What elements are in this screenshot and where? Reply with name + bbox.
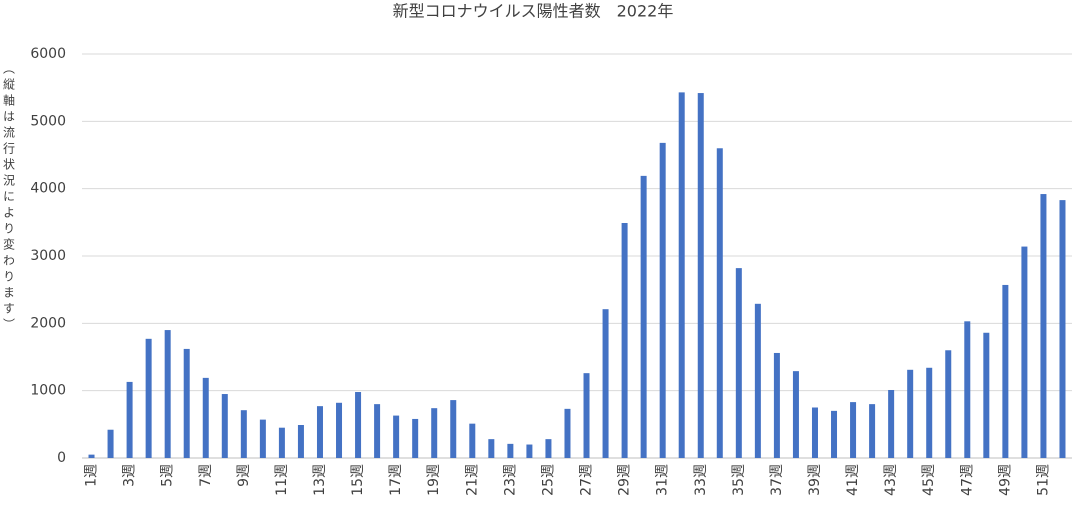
bar bbox=[488, 439, 495, 458]
bar bbox=[564, 408, 571, 458]
bar bbox=[621, 223, 628, 458]
x-tick-label: 49週 bbox=[997, 464, 1013, 496]
bar bbox=[697, 93, 704, 458]
x-tick-label: 3週 bbox=[122, 464, 138, 487]
x-tick-label: 7週 bbox=[198, 464, 214, 487]
x-tick-label: 33週 bbox=[693, 464, 709, 496]
y-axis-label: （縦軸は流行状況により変わります） bbox=[2, 62, 16, 334]
bar bbox=[792, 371, 799, 458]
bar bbox=[240, 410, 247, 458]
x-tick-label: 43週 bbox=[883, 464, 899, 496]
bar bbox=[869, 404, 876, 458]
bar bbox=[526, 444, 533, 458]
x-tick-label: 29週 bbox=[617, 464, 633, 496]
bar bbox=[336, 402, 343, 458]
bar bbox=[183, 348, 190, 458]
y-tick-label: 3000 bbox=[30, 248, 66, 264]
bar bbox=[659, 142, 666, 458]
x-tick-label: 37週 bbox=[769, 464, 785, 496]
bar bbox=[88, 454, 95, 458]
bar bbox=[602, 309, 609, 458]
bar bbox=[393, 415, 400, 458]
x-tick-label: 25週 bbox=[540, 464, 556, 496]
bar bbox=[1040, 194, 1047, 458]
bar bbox=[202, 377, 209, 458]
bar bbox=[145, 338, 152, 458]
bar bbox=[107, 429, 114, 458]
x-tick-label: 5週 bbox=[160, 464, 176, 487]
bar bbox=[945, 350, 952, 458]
bar bbox=[164, 330, 171, 458]
bar bbox=[221, 394, 228, 458]
x-tick-label: 35週 bbox=[731, 464, 747, 496]
bar bbox=[1021, 246, 1028, 458]
y-tick-label: 5000 bbox=[30, 113, 66, 129]
bar bbox=[1002, 284, 1009, 458]
bar bbox=[259, 419, 266, 458]
bar bbox=[469, 423, 476, 458]
bar bbox=[1059, 200, 1066, 458]
y-tick-label: 1000 bbox=[30, 383, 66, 399]
x-tick-label: 19週 bbox=[426, 464, 442, 496]
bar bbox=[811, 407, 818, 458]
bar bbox=[831, 410, 838, 458]
y-tick-label: 6000 bbox=[30, 46, 66, 62]
bar bbox=[640, 175, 647, 458]
bar bbox=[297, 425, 304, 458]
x-tick-label: 51週 bbox=[1035, 464, 1051, 496]
x-tick-label: 17週 bbox=[388, 464, 404, 496]
x-tick-label: 31週 bbox=[655, 464, 671, 496]
x-tick-label: 27週 bbox=[579, 464, 595, 496]
bar bbox=[126, 381, 133, 458]
bar bbox=[507, 443, 514, 458]
x-tick-label: 13週 bbox=[312, 464, 328, 496]
bar bbox=[316, 406, 323, 458]
bar bbox=[678, 92, 685, 458]
x-tick-label: 9週 bbox=[236, 464, 252, 487]
bar bbox=[545, 439, 552, 458]
bar bbox=[735, 268, 742, 458]
bar bbox=[964, 321, 971, 458]
x-tick-label: 1週 bbox=[84, 464, 100, 487]
bar bbox=[374, 404, 381, 458]
x-tick-label: 41週 bbox=[845, 464, 861, 496]
x-tick-label: 23週 bbox=[502, 464, 518, 496]
bar bbox=[412, 418, 419, 458]
x-tick-label: 15週 bbox=[350, 464, 366, 496]
bar bbox=[355, 392, 362, 458]
bar bbox=[926, 367, 933, 458]
bar bbox=[983, 332, 990, 458]
y-tick-label: 0 bbox=[57, 450, 66, 466]
bar bbox=[583, 373, 590, 458]
bar bbox=[888, 389, 895, 458]
bar bbox=[850, 402, 857, 458]
bar bbox=[716, 148, 723, 458]
x-tick-label: 21週 bbox=[464, 464, 480, 496]
bar bbox=[278, 427, 285, 458]
x-tick-label: 47週 bbox=[959, 464, 975, 496]
bar bbox=[431, 408, 438, 458]
bar bbox=[754, 303, 761, 458]
x-tick-label: 11週 bbox=[274, 464, 290, 496]
chart-title: 新型コロナウイルス陽性者数 2022年 bbox=[393, 2, 674, 21]
bar bbox=[907, 369, 914, 458]
y-tick-label: 2000 bbox=[30, 315, 66, 331]
y-tick-label: 4000 bbox=[30, 181, 66, 197]
bar bbox=[773, 352, 780, 458]
x-tick-label: 39週 bbox=[807, 464, 823, 496]
bar bbox=[450, 400, 457, 458]
x-tick-label: 45週 bbox=[921, 464, 937, 496]
